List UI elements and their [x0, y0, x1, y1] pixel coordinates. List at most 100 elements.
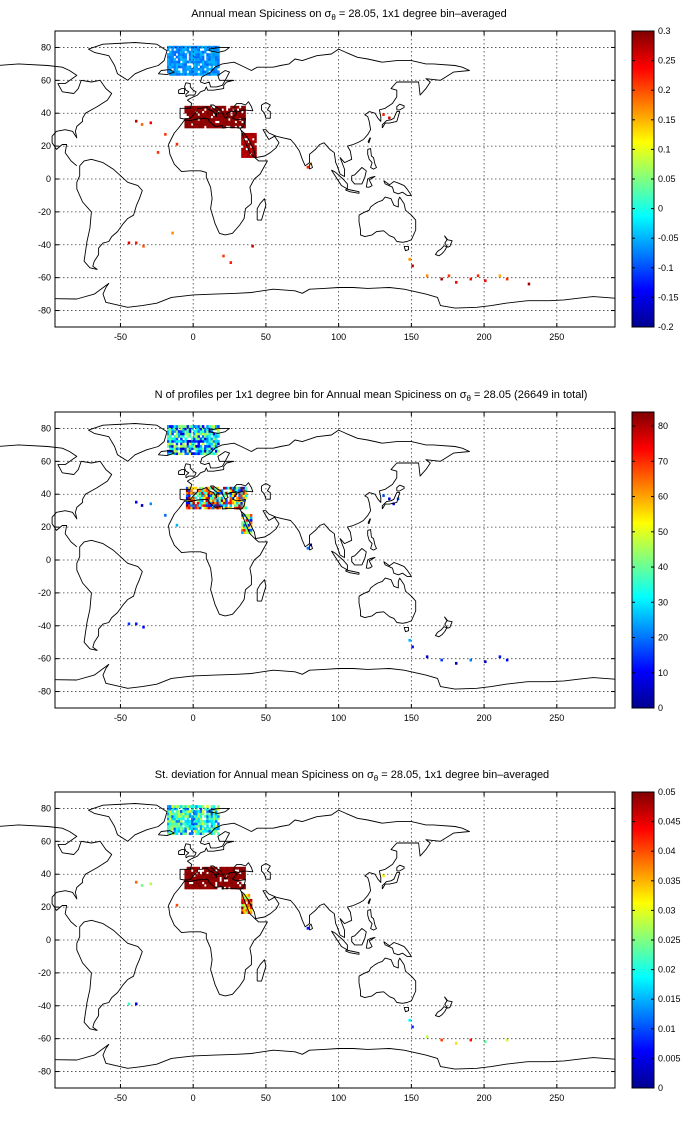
x-tick-label: 100: [331, 1093, 346, 1103]
data-cell: [247, 132, 251, 136]
coastline: [367, 518, 371, 525]
data-cell: [173, 452, 177, 456]
data-cell: [204, 432, 207, 436]
data-cell: [169, 810, 172, 813]
data-cell: [243, 147, 246, 151]
data-cell: [215, 435, 218, 438]
data-cell: [212, 437, 216, 441]
data-cell: [167, 55, 170, 59]
data-cell: [191, 105, 194, 109]
data-cell: [245, 513, 249, 517]
data-cell: [197, 430, 201, 433]
data-cell: [167, 444, 170, 448]
data-cell: [249, 155, 253, 158]
data-cell: [241, 874, 244, 877]
data-cell: [247, 137, 251, 141]
data-cell: [230, 115, 233, 119]
data-cell: [221, 120, 225, 124]
coastline: [444, 616, 453, 629]
data-cell: [177, 810, 181, 813]
data-cell: [167, 425, 170, 428]
y-tick-label: 40: [41, 489, 51, 499]
data-cell: [234, 105, 238, 109]
data-cell: [225, 866, 229, 870]
coastline: [367, 137, 371, 144]
data-cell: [210, 427, 214, 431]
data-cell: [241, 152, 244, 156]
data-cell: [135, 1002, 138, 1006]
data-cell: [193, 822, 196, 826]
data-cell: [191, 866, 194, 870]
data-cell: [201, 437, 205, 441]
data-cell: [195, 866, 198, 870]
data-cell: [232, 125, 235, 129]
data-cell: [210, 63, 214, 66]
data-cell: [191, 452, 194, 456]
data-cell: [210, 812, 214, 816]
data-cell: [201, 499, 204, 502]
data-cell: [208, 819, 211, 823]
data-cell: [245, 893, 249, 897]
data-cell: [167, 430, 170, 433]
data-cell: [228, 120, 231, 124]
data-cell: [218, 496, 222, 500]
data-cell: [195, 452, 198, 456]
data-cell: [205, 506, 209, 510]
data-cell: [208, 427, 211, 431]
data-cell: [230, 884, 233, 887]
data-cell: [188, 65, 192, 69]
data-cell: [225, 494, 228, 497]
data-cell: [182, 63, 185, 66]
data-cell: [188, 430, 192, 433]
data-cell: [195, 68, 198, 71]
data-cell: [212, 810, 216, 813]
data-cell: [411, 1025, 414, 1029]
data-cell: [210, 48, 214, 52]
y-tick-label: 60: [41, 836, 51, 846]
data-cell: [140, 884, 144, 887]
data-cell: [186, 871, 190, 875]
colorbar-tick-label: 0.05: [658, 174, 676, 184]
y-tick-label: -40: [38, 1001, 51, 1011]
data-cell: [177, 452, 181, 456]
data-cell: [210, 815, 214, 818]
data-cell: [199, 491, 202, 495]
data-cell: [175, 70, 179, 74]
data-cell: [244, 494, 248, 497]
data-cell: [201, 447, 205, 451]
colorbar-tick-label: 0.15: [658, 115, 676, 125]
data-cell: [207, 501, 211, 505]
coastline: [383, 180, 412, 196]
data-cell: [476, 274, 480, 278]
x-tick-label: 50: [261, 332, 271, 342]
data-cell: [167, 815, 170, 818]
data-cell: [205, 496, 209, 500]
data-cell: [169, 827, 172, 831]
data-cell: [201, 805, 205, 808]
data-cell: [204, 876, 207, 880]
data-cell: [212, 876, 216, 880]
data-cell: [169, 444, 172, 448]
data-cell: [193, 108, 196, 112]
data-cell: [206, 866, 209, 870]
coastline: [0, 824, 113, 928]
data-cell: [171, 425, 174, 428]
data-cell: [215, 58, 218, 61]
data-cell: [169, 815, 172, 818]
data-cell: [190, 489, 193, 493]
data-cell: [206, 120, 209, 124]
data-cell: [194, 496, 198, 500]
data-cell: [197, 876, 201, 880]
data-cell: [182, 432, 185, 436]
data-cell: [204, 829, 207, 833]
data-cell: [212, 815, 216, 818]
data-cell: [186, 805, 190, 808]
data-cell: [193, 871, 196, 875]
data-cell: [175, 903, 179, 907]
data-cell: [193, 884, 196, 887]
data-cell: [193, 110, 196, 114]
data-cell: [236, 486, 239, 490]
